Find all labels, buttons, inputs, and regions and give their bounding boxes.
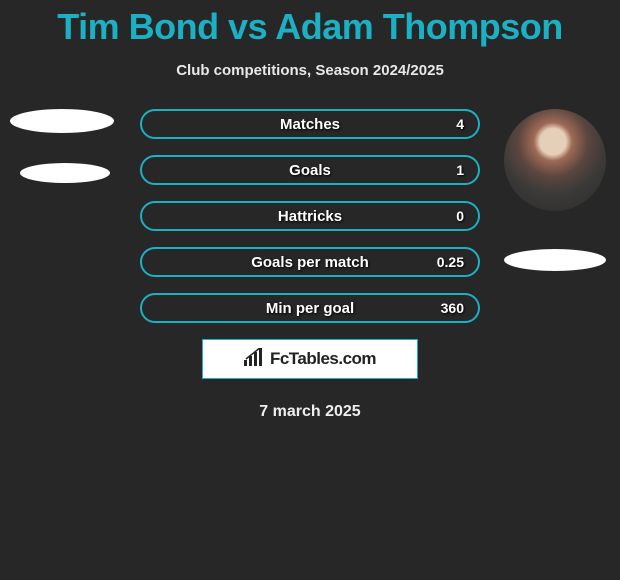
date-text: 7 march 2025 [0,403,620,421]
stat-label: Goals per match [251,254,369,271]
player-left-column [10,109,120,213]
stat-right-value: 360 [441,300,464,316]
stat-right-value: 1 [456,162,464,178]
stat-row-hattricks: Hattricks 0 [140,201,480,231]
stat-label: Min per goal [266,300,354,317]
player-left-badge-1 [10,109,114,133]
stat-row-matches: Matches 4 [140,109,480,139]
stat-label: Matches [280,116,340,133]
player-right-photo [504,109,606,211]
stat-label: Goals [289,162,331,179]
stat-row-goals: Goals 1 [140,155,480,185]
stats-list: Matches 4 Goals 1 Hattricks 0 Goals per … [140,109,480,323]
stat-right-value: 4 [456,116,464,132]
stat-row-goals-per-match: Goals per match 0.25 [140,247,480,277]
comparison-content: Matches 4 Goals 1 Hattricks 0 Goals per … [0,109,620,421]
logo-text: FcTables.com [270,349,376,369]
site-logo[interactable]: FcTables.com [202,339,418,379]
stat-row-min-per-goal: Min per goal 360 [140,293,480,323]
page-title: Tim Bond vs Adam Thompson [0,0,620,48]
stat-label: Hattricks [278,208,342,225]
player-left-badge-2 [20,163,110,183]
stat-right-value: 0.25 [437,254,464,270]
player-right-column [500,109,610,301]
bar-chart-icon [244,348,266,371]
subtitle: Club competitions, Season 2024/2025 [0,62,620,79]
player-right-badge [504,249,606,271]
stat-right-value: 0 [456,208,464,224]
